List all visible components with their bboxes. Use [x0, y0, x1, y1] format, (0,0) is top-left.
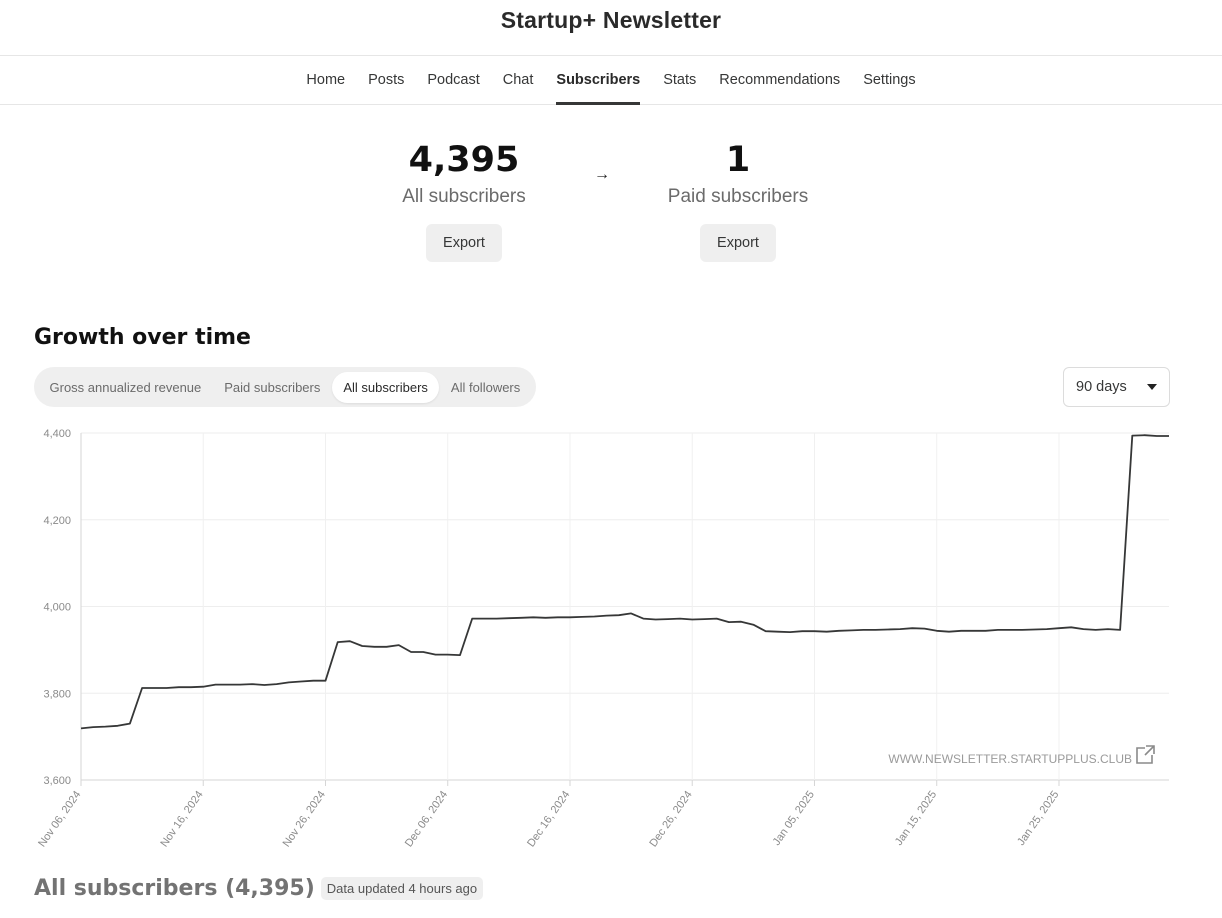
external-link-icon[interactable]: [1136, 745, 1155, 764]
subscribers-list-title: All subscribers (4,395): [34, 876, 315, 901]
paid-subscribers-count: 1: [725, 140, 751, 180]
segment-all-subscribers[interactable]: All subscribers: [331, 371, 440, 403]
nav-item-stats[interactable]: Stats: [663, 72, 697, 88]
publication-title[interactable]: Startup+ Newsletter: [500, 7, 722, 33]
arrow-right-icon: →: [594, 166, 610, 183]
date-range-value: 90 days: [1076, 379, 1127, 395]
y-tick-label: 3,600: [43, 775, 71, 787]
x-tick-label: Jan 25, 2025: [1015, 789, 1061, 848]
nav-item-chat[interactable]: Chat: [502, 72, 534, 88]
chart-watermark: WWW.NEWSLETTER.STARTUPPLUS.CLUB: [888, 752, 1132, 766]
export-all-button[interactable]: Export: [426, 224, 502, 262]
x-tick-label: Dec 16, 2024: [525, 789, 572, 849]
growth-chart: 3,600 3,800 4,000 4,200 4,400 Nov 06, 2024 Nov…: [0, 420, 1222, 870]
nav-item-subscribers[interactable]: Subscribers: [545, 56, 652, 105]
nav-item-podcast[interactable]: Podcast: [427, 72, 480, 88]
subscribers-list-header: All subscribers (4,395) Data updated 4 h…: [34, 876, 484, 901]
dashboard-nav: Home Posts Podcast Chat Subscribers Stat…: [0, 56, 1222, 105]
y-tick-label: 4,200: [43, 515, 71, 527]
x-tick-label: Jan 05, 2025: [771, 789, 817, 848]
x-tick-label: Jan 15, 2025: [893, 789, 939, 848]
x-tick-label: Dec 06, 2024: [403, 789, 450, 849]
metric-segmented-control: Gross annualized revenue Paid subscriber…: [34, 367, 536, 407]
caret-down-icon: [1147, 384, 1157, 390]
nav-item-posts[interactable]: Posts: [368, 72, 405, 88]
publication-header: Startup+ Newsletter: [0, 0, 1222, 56]
y-tick-label: 4,000: [43, 602, 71, 614]
y-tick-label: 3,800: [43, 688, 71, 700]
all-subscribers-label: All subscribers: [402, 186, 526, 207]
x-tick-label: Nov 16, 2024: [158, 789, 205, 849]
segment-paid-subscribers[interactable]: Paid subscribers: [224, 379, 321, 395]
x-tick-label: Nov 06, 2024: [36, 789, 83, 849]
subscriber-stats: 4,395 All subscribers Export → 1 Paid su…: [0, 140, 1222, 280]
growth-chart-svg: 3,600 3,800 4,000 4,200 4,400 Nov 06, 2024 Nov…: [36, 428, 1169, 849]
series-line: [80, 434, 1169, 730]
x-tick-label: Nov 26, 2024: [281, 789, 328, 849]
date-range-select[interactable]: 90 days: [1063, 367, 1170, 407]
all-subscribers-count: 4,395: [408, 140, 520, 180]
all-subscribers-stat: 4,395 All subscribers Export: [334, 140, 594, 262]
x-tick-label: Dec 26, 2024: [647, 789, 694, 849]
nav-item-settings[interactable]: Settings: [863, 72, 916, 88]
export-paid-button[interactable]: Export: [700, 224, 776, 262]
nav-item-home[interactable]: Home: [306, 72, 346, 88]
nav-item-recommendations[interactable]: Recommendations: [719, 72, 841, 88]
y-tick-label: 4,400: [43, 428, 71, 440]
data-updated-badge: Data updated 4 hours ago: [320, 877, 484, 900]
segment-all-followers[interactable]: All followers: [450, 379, 521, 395]
segment-gross-revenue[interactable]: Gross annualized revenue: [49, 379, 202, 395]
growth-title: Growth over time: [34, 325, 251, 350]
paid-subscribers-label: Paid subscribers: [667, 186, 809, 207]
paid-subscribers-stat: 1 Paid subscribers Export: [608, 140, 868, 262]
